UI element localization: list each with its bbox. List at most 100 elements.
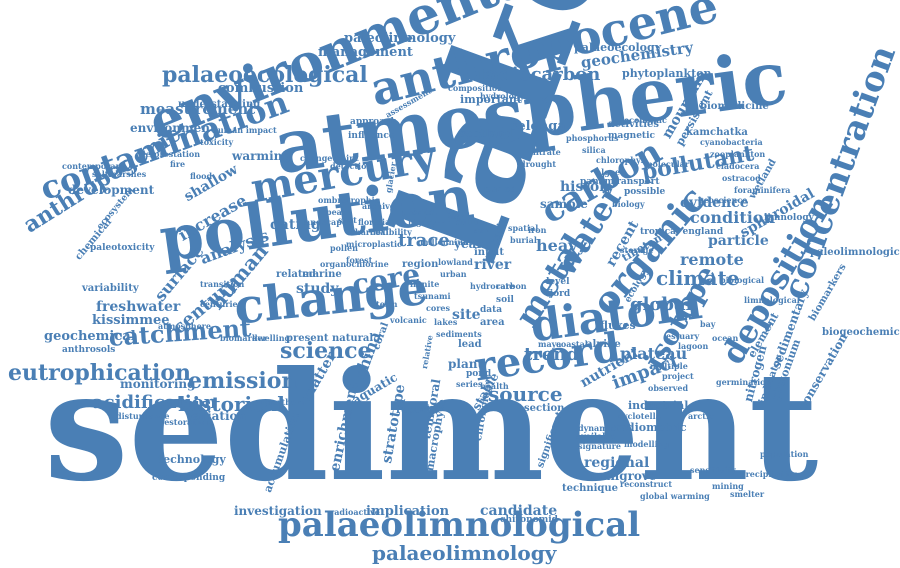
word-science: science [280,338,372,364]
word-activities: activities [608,119,660,130]
word-floridian: floridian [358,217,397,227]
word-chironomid: chironomid [500,515,558,525]
word-kissimmee: kissimmee [92,313,170,328]
word-paleolimnology: paleolimnology [344,31,456,46]
word-selenga: selenga [510,119,566,134]
word-technology: technology [158,453,226,466]
word-restoration: restoration [160,417,211,427]
word-lowland: lowland [438,257,473,267]
word-industrial: industrial [628,399,689,412]
word-maya: maya [538,339,562,349]
word-particle: particle [708,233,769,249]
word-limnology: limnology [764,213,814,223]
word-site: site [452,307,481,323]
word-sulfur: sulfur [456,217,483,227]
word-sample: sample [540,197,588,211]
word-marine: marine [302,269,342,280]
word-lignite: lignite [410,279,440,289]
word-biomedicine: biomedicine [700,101,769,112]
word-sensitivity: sensitivity [690,465,736,475]
word-burial: burial [510,235,537,245]
word-term: term [376,299,398,309]
word-sediments: sediments [436,329,482,339]
word-organochlorine: organochlorine [320,259,389,269]
word-climate: climate [656,266,740,290]
word-radioactive: radioactive [330,507,380,517]
word-condition: condition [690,208,776,227]
word-level: level [546,277,570,287]
word-variability: variability [82,283,139,294]
word-hydrocarbon: hydrocarbon [470,281,527,291]
word-centuries: centuries [200,299,243,309]
word-disturbance: disturbance [116,411,170,421]
word-cladocera: cladocera [716,161,760,171]
word-ombrotrophic: ombrotrophic [318,195,380,205]
word-dynamic: dynamic [578,423,616,433]
word-health: health [480,381,509,391]
word-river: river [474,257,512,273]
word-foraminifera: foraminifera [734,185,791,195]
word-eutrophication: eutrophication [8,360,191,386]
word-modelling: modelling [624,439,670,449]
word-present: present [286,333,329,344]
word-technique: technique [562,483,619,494]
word-candidate: candidate [480,503,558,519]
word-microplastic: microplastic [346,239,402,249]
word-scotland: scotland [460,127,513,140]
word-measurement: measurement [140,100,256,118]
word-global-warming: global warming [640,491,710,501]
word-freshwater: freshwater [96,299,181,315]
word-soot: soot [338,215,357,225]
word-ash: ash [474,225,490,235]
word-biological: biological [720,275,765,285]
word-toxicity: toxicity [200,137,234,147]
word-transport: transport [612,177,660,187]
word-paleotoxicity: paleotoxicity [90,243,155,253]
word-hydrology: hydrology [480,91,525,101]
word-magnetic: magnetic [608,131,655,141]
word-phosphorus: phosphorus [566,133,619,143]
word-chemical: chemical [73,216,115,263]
word-regional: regional [584,455,650,471]
word-historical: historical [178,392,285,416]
word-cyanobacteria: cyanobacteria [700,137,763,147]
word-panama: panama [580,177,620,187]
word-germination: germination [716,377,772,387]
word-cyclotella: cyclotella [618,411,661,421]
word-geoscience: geoscience [698,195,748,205]
word-mining: mining [712,481,744,491]
word-management: management [318,45,413,60]
word-project: project [662,371,694,381]
word-mangrove: mangrove [590,469,657,483]
word-evidence: evidence [680,195,749,211]
word-radiocarbon: radiocarbon [478,64,601,85]
word-precipitation: precipitation [740,469,799,479]
word-year: year [454,237,483,251]
word-storage: storage [620,245,654,255]
word-lakes: lakes [434,317,458,327]
word-pollen: pollen [330,243,358,253]
word-dwelling: dwelling [252,333,291,343]
word-related: related [276,269,316,280]
word-variation: variation [186,409,247,423]
word-palaeolimnological: palaeolimnological [278,505,641,545]
word-volcanic: volcanic [390,315,427,325]
word-charcoal: charcoal [350,227,389,237]
word-important: important [460,93,522,106]
word-study: study [296,281,339,297]
word-smelter: smelter [730,489,765,499]
word-investigation: investigation [234,504,322,518]
word-economic: economic [624,115,667,125]
word-emission: emission [188,368,298,394]
word-human-impact: human impact [212,125,277,135]
word-paleolimnological: paleolimnological [810,247,900,258]
word-legacy: legacy [408,217,437,227]
word-dating: dating [270,217,321,233]
word-palaeolimnology: palaeolimnology [372,541,557,565]
word-drought: drought [520,159,557,169]
word-northern: northern [266,397,306,407]
word-influence: influence [348,131,395,141]
word-observed: observed [648,383,689,393]
word-detection: detection [330,161,373,171]
word-radiometric: radiometric [614,421,687,434]
